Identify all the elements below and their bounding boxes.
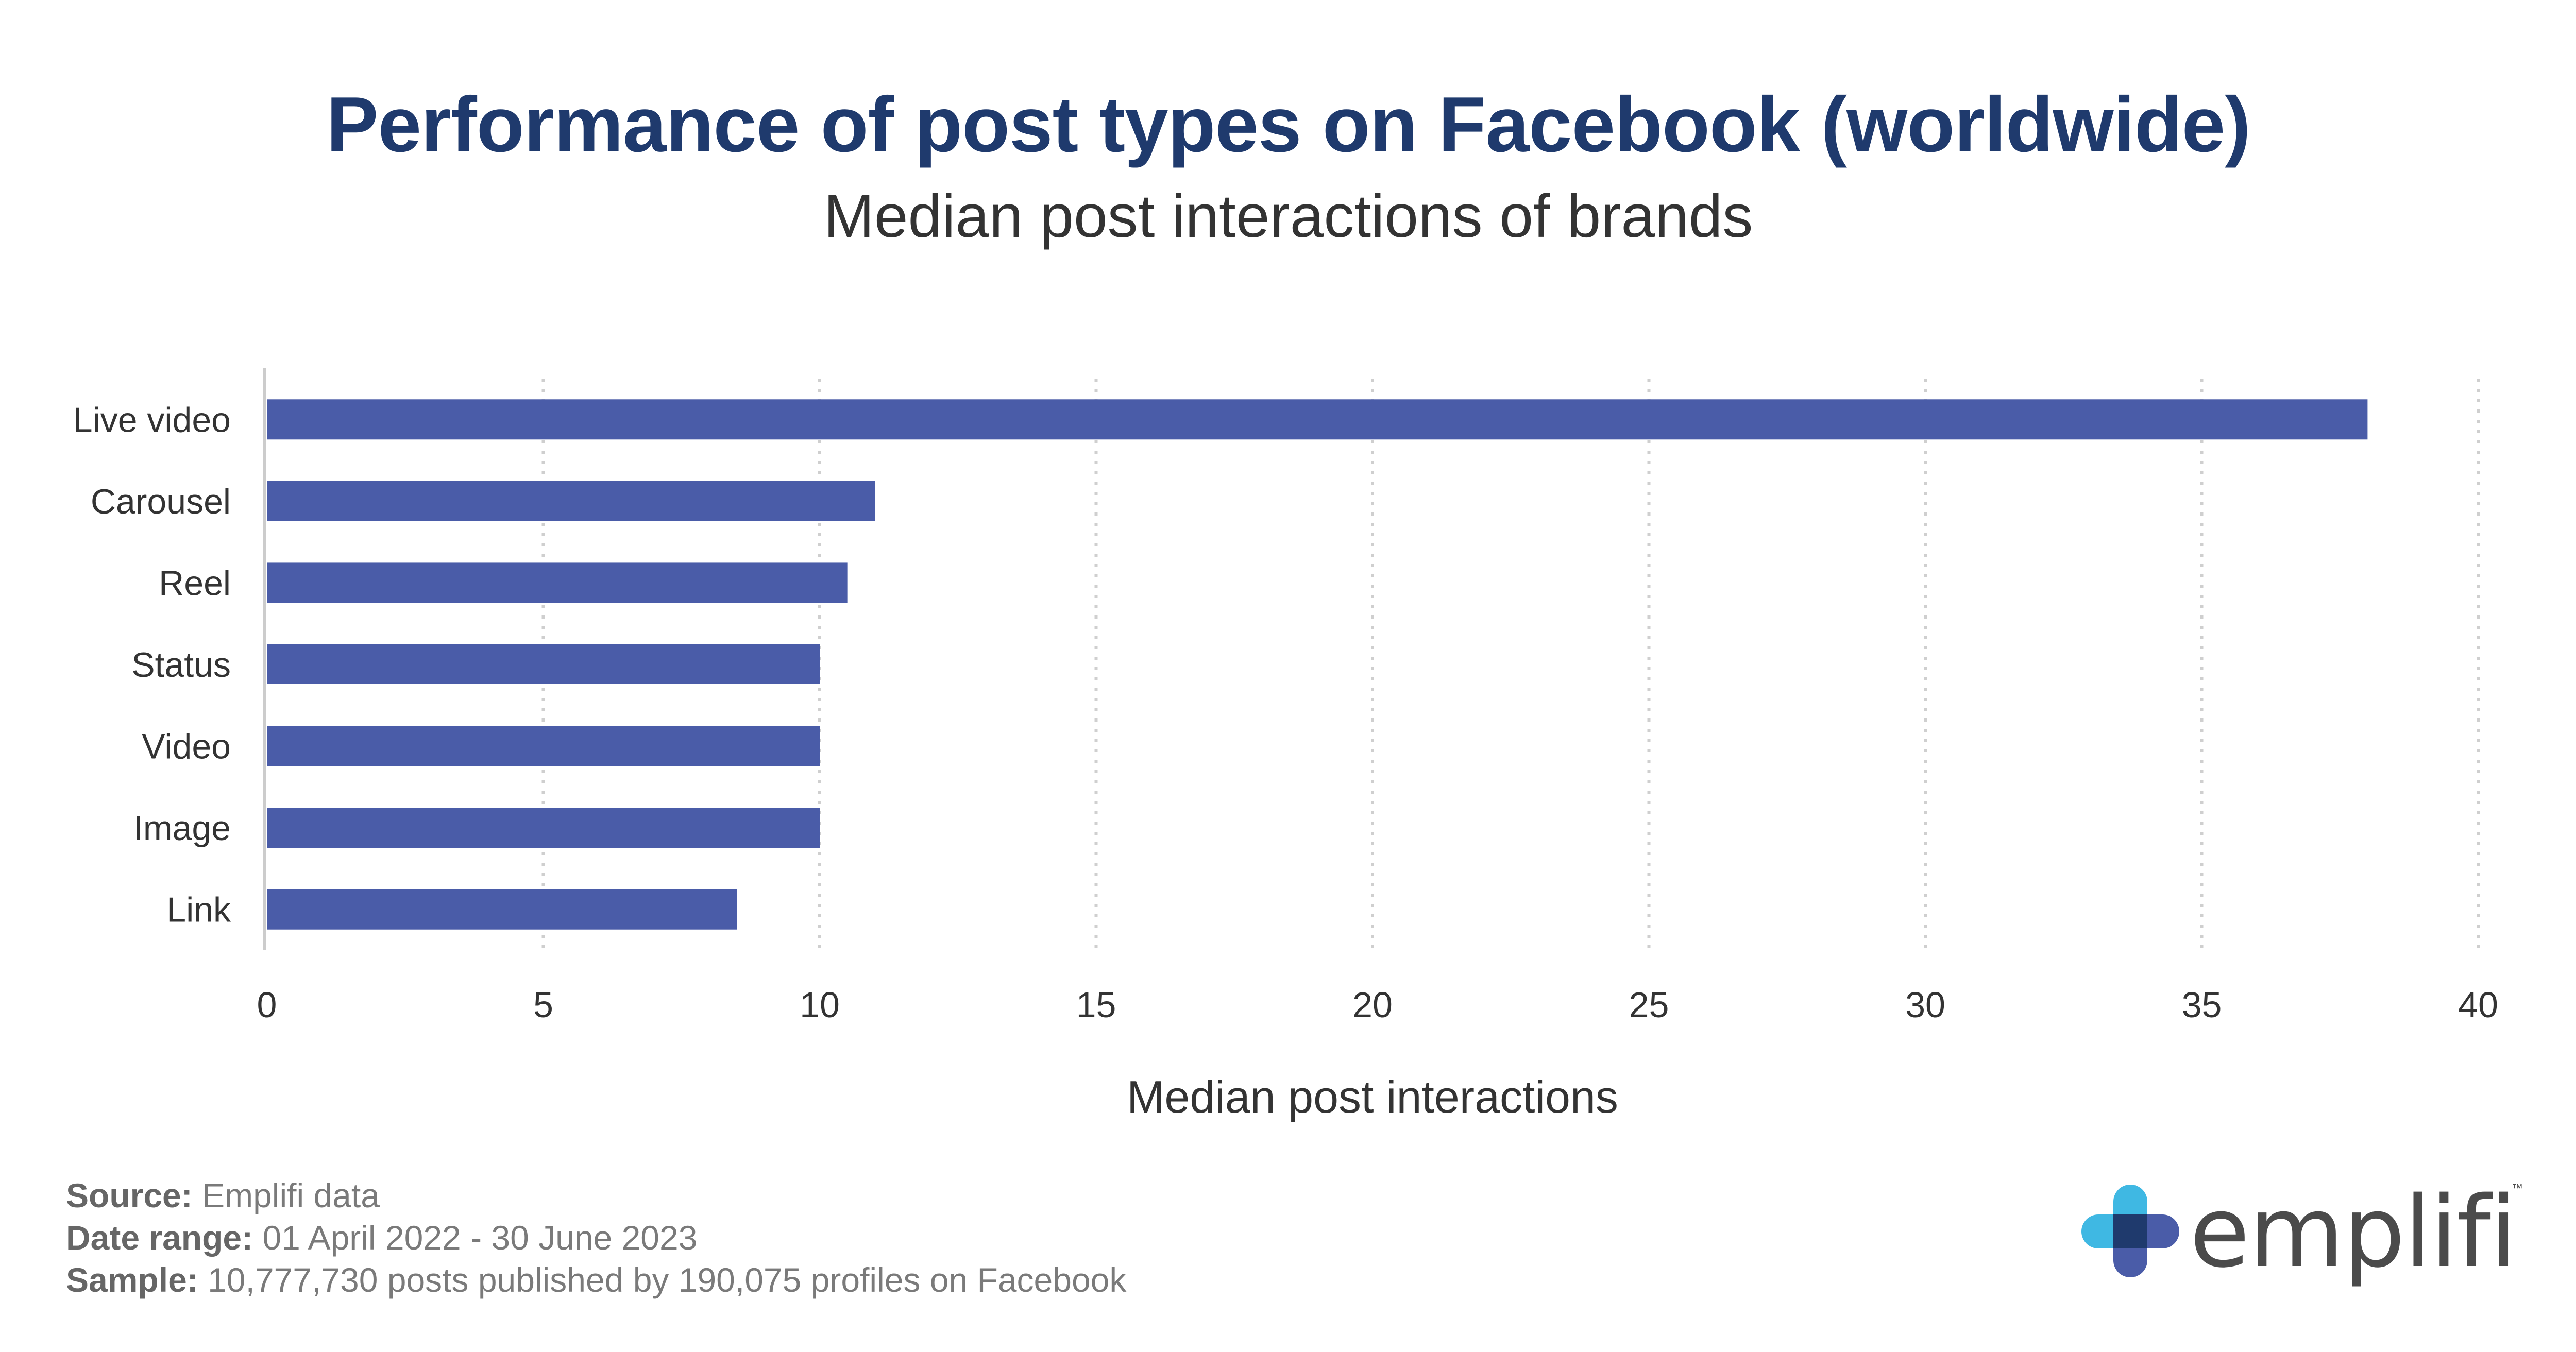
category-label: Carousel xyxy=(91,482,231,521)
bars xyxy=(267,399,2368,930)
bar xyxy=(267,889,737,930)
footer-notes: Source: Emplifi data Date range: 01 Apri… xyxy=(66,1174,1126,1301)
chart-subtitle: Median post interactions of brands xyxy=(823,182,1753,250)
x-tick-label: 35 xyxy=(2182,985,2222,1025)
category-label: Live video xyxy=(73,400,231,439)
category-label: Status xyxy=(131,645,231,684)
bar xyxy=(267,644,820,684)
date-range-value: 01 April 2022 - 30 June 2023 xyxy=(253,1219,698,1257)
sample-label: Sample: xyxy=(66,1261,198,1299)
source-label: Source: xyxy=(66,1176,193,1214)
source-value: Emplifi data xyxy=(192,1176,380,1214)
category-label: Image xyxy=(133,809,231,848)
emplifi-logo-text: emplifi xyxy=(2190,1175,2517,1289)
x-tick-label: 25 xyxy=(1629,985,1669,1025)
bar xyxy=(267,562,848,603)
source-line: Source: Emplifi data xyxy=(66,1174,1126,1217)
bar xyxy=(267,808,820,848)
bar xyxy=(267,726,820,766)
sample-value: 10,777,730 posts published by 190,075 pr… xyxy=(198,1261,1127,1299)
x-tick-label: 5 xyxy=(533,985,553,1025)
chart-title: Performance of post types on Facebook (w… xyxy=(326,81,2251,168)
x-tick-label: 10 xyxy=(800,985,840,1025)
bar xyxy=(267,481,875,521)
date-range-label: Date range: xyxy=(66,1219,253,1257)
category-labels: Live video Carousel Reel Status Video Image Li… xyxy=(73,400,231,929)
x-tick-labels: 0 5 10 15 20 25 30 35 40 xyxy=(257,985,2498,1025)
bar xyxy=(267,399,2368,440)
emplifi-logo: emplifi ™ xyxy=(2081,1175,2524,1289)
sample-line: Sample: 10,777,730 posts published by 19… xyxy=(66,1259,1126,1301)
x-tick-label: 15 xyxy=(1076,985,1116,1025)
category-label: Link xyxy=(166,891,231,930)
x-tick-label: 20 xyxy=(1352,985,1393,1025)
x-tick-label: 30 xyxy=(1905,985,1945,1025)
grid-lines xyxy=(541,379,2480,950)
emplifi-logo-icon xyxy=(2081,1185,2179,1277)
x-tick-label: 0 xyxy=(257,985,277,1025)
x-tick-label: 40 xyxy=(2458,985,2498,1025)
trademark-mark: ™ xyxy=(2512,1182,2523,1194)
date-range-line: Date range: 01 April 2022 - 30 June 2023 xyxy=(66,1217,1126,1259)
category-label: Video xyxy=(142,727,231,766)
category-label: Reel xyxy=(159,563,231,603)
x-axis-label: Median post interactions xyxy=(1127,1071,1618,1122)
